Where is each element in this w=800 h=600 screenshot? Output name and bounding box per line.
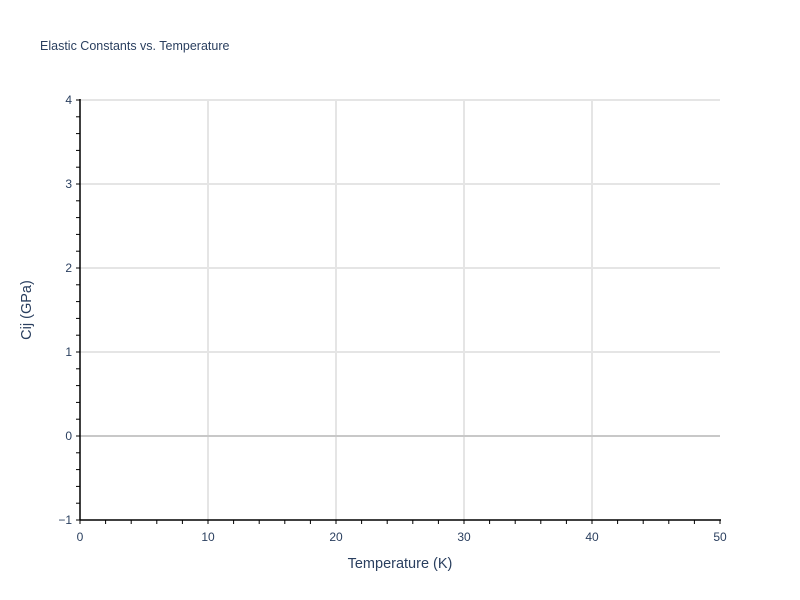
x-tick-label: 30: [457, 530, 471, 544]
y-tick-label: −1: [58, 513, 72, 527]
y-tick-label: 4: [65, 93, 72, 107]
y-tick-label: 1: [65, 345, 72, 359]
x-tick-label: 10: [201, 530, 215, 544]
ticks: 0 10 20 30 40 50 −1 0 1 2 3 4: [58, 93, 727, 544]
y-tick-label: 0: [65, 429, 72, 443]
grid: [80, 99, 720, 520]
y-axis-label: Cij (GPa): [19, 280, 35, 340]
chart-title: Elastic Constants vs. Temperature: [40, 39, 229, 53]
x-tick-label: 40: [585, 530, 599, 544]
y-tick-label: 2: [65, 261, 72, 275]
axes: [79, 99, 721, 521]
x-tick-label: 50: [713, 530, 727, 544]
x-axis-label: Temperature (K): [348, 556, 453, 572]
x-tick-label: 0: [77, 530, 84, 544]
y-tick-label: 3: [65, 177, 72, 191]
x-tick-label: 20: [329, 530, 343, 544]
